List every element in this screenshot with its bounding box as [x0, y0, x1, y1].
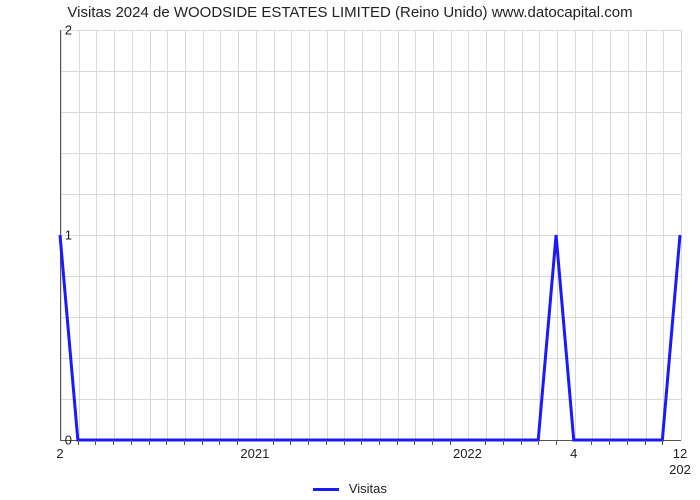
- series-polyline: [60, 235, 680, 440]
- x-minor-tick: [361, 440, 362, 445]
- x-minor-tick: [627, 440, 628, 445]
- x-minor-tick: [219, 440, 220, 445]
- legend-label: Visitas: [349, 481, 387, 496]
- x-minor-tick: [609, 440, 610, 445]
- x-minor-tick: [591, 440, 592, 445]
- x-minor-tick: [273, 440, 274, 445]
- x-tick-label-edge: 202: [669, 462, 691, 477]
- grid-vline: [681, 30, 682, 440]
- y-tick-label: 0: [65, 433, 72, 448]
- chart-container: Visitas 2024 de WOODSIDE ESTATES LIMITED…: [0, 0, 700, 500]
- legend-swatch: [313, 488, 339, 491]
- x-minor-tick: [397, 440, 398, 445]
- y-tick-label: 1: [65, 228, 72, 243]
- x-minor-tick: [450, 440, 451, 445]
- chart-title: Visitas 2024 de WOODSIDE ESTATES LIMITED…: [0, 4, 700, 21]
- x-minor-tick: [202, 440, 203, 445]
- x-minor-tick: [662, 440, 663, 445]
- x-minor-tick: [95, 440, 96, 445]
- x-minor-tick: [78, 440, 79, 445]
- legend: Visitas: [0, 481, 700, 496]
- x-minor-tick: [344, 440, 345, 445]
- x-minor-tick: [432, 440, 433, 445]
- x-tick-label: 2022: [453, 446, 482, 461]
- x-minor-tick: [503, 440, 504, 445]
- x-minor-tick: [521, 440, 522, 445]
- x-tick-label-edge: 2: [56, 446, 63, 461]
- x-minor-tick: [379, 440, 380, 445]
- x-minor-tick: [166, 440, 167, 445]
- line-series: [60, 30, 680, 440]
- x-minor-tick: [290, 440, 291, 445]
- x-minor-tick: [149, 440, 150, 445]
- x-minor-tick: [113, 440, 114, 445]
- x-tick-label: 2021: [240, 446, 269, 461]
- x-minor-tick: [308, 440, 309, 445]
- x-minor-tick: [538, 440, 539, 445]
- x-minor-tick: [645, 440, 646, 445]
- x-tick-label-extra: 4: [570, 446, 577, 461]
- x-minor-tick: [414, 440, 415, 445]
- x-minor-tick: [485, 440, 486, 445]
- x-minor-tick: [326, 440, 327, 445]
- x-minor-tick: [556, 440, 557, 445]
- x-minor-tick: [131, 440, 132, 445]
- x-minor-tick: [237, 440, 238, 445]
- y-tick-label: 2: [65, 23, 72, 38]
- x-tick-label-edge: 12: [673, 446, 687, 461]
- x-minor-tick: [184, 440, 185, 445]
